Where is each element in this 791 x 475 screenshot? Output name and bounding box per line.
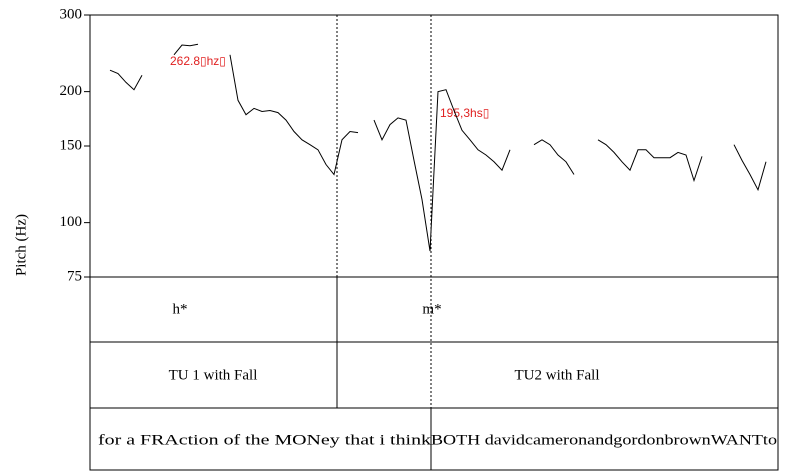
y-tick-label: 100 — [60, 214, 83, 230]
tier-label: h* — [173, 301, 188, 317]
tier-label: for a FRAction of the MONey that i think — [98, 432, 432, 448]
annotation: 195,3hs▯ — [440, 106, 489, 120]
tier-label: TU 1 with Fall — [169, 367, 258, 383]
frame — [89, 14, 779, 471]
tier-label: TU2 with Fall — [515, 367, 600, 383]
tier-label: m* — [422, 301, 441, 317]
annotation: 262.8▯hz▯ — [170, 54, 226, 68]
y-tick-label: 75 — [67, 268, 82, 284]
y-tick-label: 300 — [60, 6, 83, 22]
y-tick-label: 200 — [60, 83, 83, 99]
pitch-contour — [109, 43, 767, 252]
y-axis-label: Pitch (Hz) — [13, 214, 29, 276]
tier-label: BOTH davidcameronandgordonbrownWANTto — [431, 432, 777, 448]
y-tick-label: 150 — [60, 137, 83, 153]
